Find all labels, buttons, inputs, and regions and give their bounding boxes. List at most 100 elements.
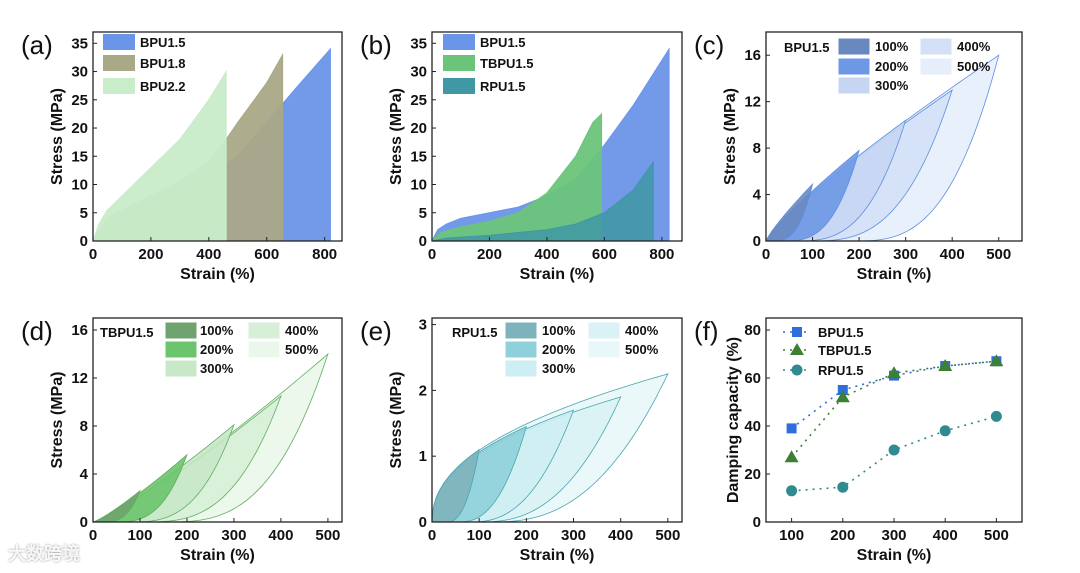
panel-label: (a) <box>21 30 53 60</box>
x-axis-label: Strain (%) <box>857 547 932 564</box>
y-tick-label: 2 <box>419 382 427 399</box>
loop-100% <box>432 448 480 522</box>
legend-label: TBPU1.5 <box>818 343 871 358</box>
legend-label: BPU2.2 <box>140 79 186 94</box>
line-TBPU1.5 <box>790 360 997 458</box>
point-RPU1.5 <box>888 444 900 456</box>
y-tick-label: 20 <box>410 120 427 137</box>
area-TBPU1.5 <box>432 112 603 241</box>
y-tick-label: 8 <box>80 418 88 435</box>
legend-swatch <box>837 76 871 95</box>
y-tick-label: 5 <box>419 205 427 222</box>
point-TBPU1.5 <box>938 359 953 371</box>
axes-frame <box>92 31 343 242</box>
legend-swatch <box>164 321 198 340</box>
legend-label: 300% <box>542 361 576 376</box>
y-tick-label: 16 <box>71 322 88 339</box>
legend-marker <box>791 364 803 376</box>
legend-swatch <box>103 55 135 71</box>
legend: BPU1.5 100% 200% 300% 400% 500% <box>784 37 991 95</box>
x-tick-label: 200 <box>847 246 872 263</box>
panel-a: 0 200 400 600 800 0 5 10 15 20 25 30 35 Strain (%) Str… <box>21 30 343 283</box>
legend-marker <box>790 343 804 355</box>
legend-swatch <box>587 321 621 340</box>
legend-label: 400% <box>625 323 659 338</box>
x-tick-label: 200 <box>174 527 199 544</box>
y-tick-label: 4 <box>80 466 89 483</box>
y-axis-label: Stress (MPa) <box>49 372 66 469</box>
y-tick-label: 0 <box>753 514 761 531</box>
point-BPU1.5 <box>837 385 848 395</box>
x-tick-label: 0 <box>428 527 436 544</box>
y-tick-label: 20 <box>744 466 761 483</box>
y-axis-label: Stress (MPa) <box>722 88 739 185</box>
plot-area <box>784 354 1004 497</box>
y-tick-label: 0 <box>80 514 88 531</box>
x-axis-label: Strain (%) <box>520 547 595 564</box>
point-RPU1.5 <box>786 485 798 497</box>
y-tick-label: 16 <box>744 47 761 64</box>
line-BPU1.5 <box>791 360 997 430</box>
y-tick-label: 5 <box>80 205 88 222</box>
area-BPU2.2 <box>93 69 227 241</box>
legend-label: 200% <box>875 59 909 74</box>
legend-swatch <box>164 359 198 378</box>
x-tick-label: 300 <box>881 527 906 544</box>
legend-label: 100% <box>200 323 234 338</box>
x-tick-label: 0 <box>762 246 770 263</box>
legend-title: BPU1.5 <box>784 40 830 55</box>
x-tick-label: 200 <box>138 246 163 263</box>
x-tick-label: 500 <box>986 246 1011 263</box>
x-tick-label: 100 <box>467 527 492 544</box>
plot-area <box>432 47 670 241</box>
y-tick-label: 40 <box>744 418 761 435</box>
panel-label: (f) <box>694 316 719 346</box>
area-RPU1.5 <box>432 160 654 241</box>
y-tick-label: 15 <box>71 148 88 165</box>
point-RPU1.5 <box>837 481 849 493</box>
legend-swatch <box>837 37 871 56</box>
loop-100% <box>766 182 814 241</box>
legend-label: 500% <box>285 342 319 357</box>
legend: RPU1.5 100% 200% 300% 400% 500% <box>452 321 659 378</box>
legend-swatch <box>504 321 538 340</box>
legend: BPU1.5 TBPU1.5 RPU1.5 <box>443 34 533 94</box>
y-tick-label: 0 <box>753 233 761 250</box>
y-tick-label: 30 <box>410 64 427 81</box>
panel-d: 0 100 200 300 400 500 0 4 8 12 16 Strain (%) Stress … <box>21 316 343 564</box>
legend-swatch <box>504 359 538 378</box>
x-tick-label: 800 <box>312 246 337 263</box>
legend-label: BPU1.5 <box>140 35 186 50</box>
axes-frame <box>765 317 1023 523</box>
y-tick-label: 25 <box>410 92 427 109</box>
legend-label: 200% <box>200 342 234 357</box>
panel-b: 0 200 400 600 800 0 5 10 15 20 25 30 35 Strain (%) Str… <box>360 30 683 283</box>
y-axis-label: Stress (MPa) <box>49 88 66 185</box>
legend-swatch <box>919 57 953 76</box>
x-tick-label: 400 <box>268 527 293 544</box>
x-tick-label: 100 <box>800 246 825 263</box>
point-TBPU1.5 <box>784 450 799 463</box>
legend-label: TBPU1.5 <box>480 56 533 71</box>
y-tick-label: 30 <box>71 64 88 81</box>
y-tick-label: 25 <box>71 92 88 109</box>
plot-area <box>766 54 1000 241</box>
legend-swatch <box>103 34 135 50</box>
panel-label: (b) <box>360 30 392 60</box>
y-tick-label: 0 <box>419 233 427 250</box>
x-tick-label: 500 <box>984 527 1009 544</box>
legend: BPU1.5 BPU1.8 BPU2.2 <box>103 34 186 94</box>
x-tick-label: 100 <box>127 527 152 544</box>
panel-label: (c) <box>694 30 724 60</box>
y-tick-label: 15 <box>410 148 427 165</box>
y-tick-label: 12 <box>744 94 761 111</box>
x-tick-label: 0 <box>89 246 97 263</box>
legend-label: 300% <box>200 361 234 376</box>
x-tick-label: 600 <box>254 246 279 263</box>
legend-swatch <box>247 321 281 340</box>
legend-label: BPU1.5 <box>818 325 864 340</box>
point-BPU1.5 <box>786 423 797 434</box>
y-tick-label: 4 <box>753 187 762 204</box>
x-axis-label: Strain (%) <box>857 266 932 283</box>
x-tick-label: 100 <box>779 527 804 544</box>
